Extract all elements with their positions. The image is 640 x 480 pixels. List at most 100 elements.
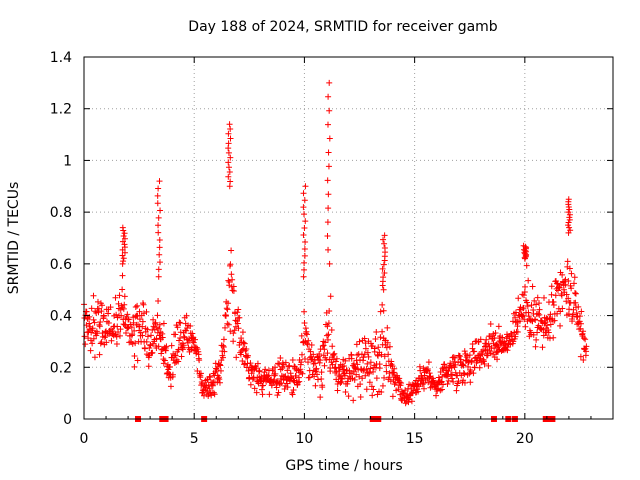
data-point [302, 355, 309, 362]
data-point [576, 313, 583, 320]
data-point [400, 390, 407, 397]
data-point [424, 365, 431, 372]
data-point [356, 338, 363, 345]
x-tick-label: 5 [190, 431, 199, 447]
data-point [299, 370, 306, 377]
data-point [326, 79, 333, 86]
data-point [301, 252, 308, 259]
data-point [540, 332, 547, 339]
data-point [460, 369, 467, 376]
data-point [461, 379, 468, 386]
data-point [113, 333, 120, 340]
data-point [327, 293, 334, 300]
data-point [521, 288, 528, 295]
data-point [471, 348, 478, 355]
data-point [298, 332, 305, 339]
data-point [523, 262, 530, 269]
data-point [329, 343, 336, 350]
data-point [163, 343, 170, 350]
data-point [136, 308, 143, 315]
data-point [124, 325, 131, 332]
data-point [227, 178, 234, 185]
data-point [178, 353, 185, 360]
data-point [265, 372, 272, 379]
data-point [525, 277, 532, 284]
data-point [341, 372, 348, 379]
data-point [384, 324, 391, 331]
data-point [572, 299, 579, 306]
data-point [156, 321, 163, 328]
data-point [121, 293, 128, 300]
data-point [156, 236, 163, 243]
data-point [101, 334, 108, 341]
data-point [569, 318, 576, 325]
data-point [515, 295, 522, 302]
data-point [433, 392, 440, 399]
data-point [207, 374, 214, 381]
data-point [166, 363, 173, 370]
data-point [456, 353, 463, 360]
data-point [272, 370, 279, 377]
data-point [206, 385, 213, 392]
data-point [157, 207, 164, 214]
data-point [317, 394, 324, 401]
data-point [378, 351, 385, 358]
data-point [565, 219, 572, 226]
data-point [114, 323, 121, 330]
data-point [367, 359, 374, 366]
data-point [566, 214, 573, 221]
data-point [334, 381, 341, 388]
data-point [512, 333, 519, 340]
data-point [172, 352, 179, 359]
data-point [582, 336, 589, 343]
data-point [127, 321, 134, 328]
data-point [134, 302, 141, 309]
data-point [363, 386, 370, 393]
data-point [179, 346, 186, 353]
data-point [381, 232, 388, 239]
data-point [208, 392, 215, 399]
data-point [121, 230, 128, 237]
data-point [302, 218, 309, 225]
data-point [225, 173, 232, 180]
data-point [85, 328, 92, 335]
data-point [112, 294, 119, 301]
data-point [426, 370, 433, 377]
data-point [131, 363, 138, 370]
data-point [329, 361, 336, 368]
data-point [536, 306, 543, 313]
data-point [156, 259, 163, 266]
data-point [276, 381, 283, 388]
data-point [444, 381, 451, 388]
data-point [480, 358, 487, 365]
data-point [325, 163, 332, 170]
data-point [209, 382, 216, 389]
data-point [324, 336, 331, 343]
data-point [262, 366, 269, 373]
data-point [220, 344, 227, 351]
data-point [516, 318, 523, 325]
data-point [381, 374, 388, 381]
data-point [325, 93, 332, 100]
data-point [241, 361, 248, 368]
data-point [533, 336, 540, 343]
data-point [223, 305, 230, 312]
data-point [158, 350, 165, 357]
data-point [380, 286, 387, 293]
data-point [408, 398, 415, 405]
data-point [325, 149, 332, 156]
data-point [389, 393, 396, 400]
data-point [180, 342, 187, 349]
data-point [291, 363, 298, 370]
data-point [160, 320, 167, 327]
data-point [512, 309, 519, 316]
data-point [152, 319, 159, 326]
data-point [297, 366, 304, 373]
data-point [194, 346, 201, 353]
data-point [318, 369, 325, 376]
data-point [314, 371, 321, 378]
data-point [321, 362, 328, 369]
data-point [484, 352, 491, 359]
data-point [577, 320, 584, 327]
data-point [379, 265, 386, 272]
